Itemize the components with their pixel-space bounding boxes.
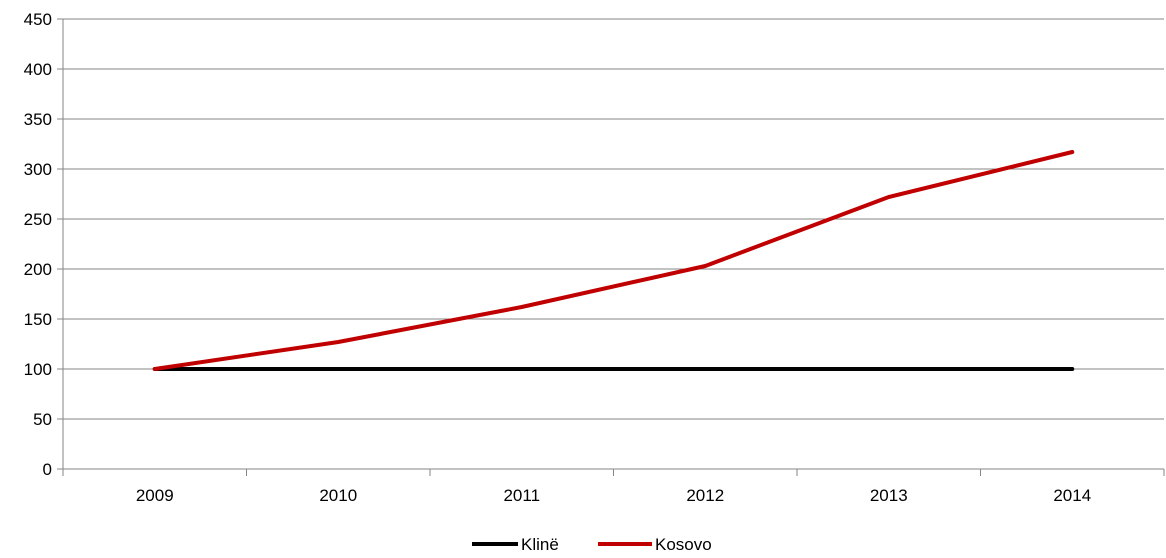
series-line-kosovo bbox=[152, 150, 1075, 371]
x-tick-label: 2012 bbox=[686, 486, 724, 505]
y-tick-label: 450 bbox=[24, 10, 52, 29]
y-tick-label: 150 bbox=[24, 310, 52, 329]
y-tick-label: 400 bbox=[24, 60, 52, 79]
legend-label: Kosovo bbox=[655, 535, 712, 553]
x-tick-label: 2011 bbox=[503, 486, 540, 505]
x-tick-label: 2010 bbox=[319, 486, 357, 505]
y-tick-label: 0 bbox=[43, 460, 52, 479]
legend-label: Klinë bbox=[521, 535, 559, 553]
x-tick-label: 2013 bbox=[870, 486, 908, 505]
series-lines bbox=[152, 150, 1075, 371]
y-tick-label: 250 bbox=[24, 210, 52, 229]
legend: Klinë Kosovo bbox=[472, 535, 712, 554]
y-tick-label: 100 bbox=[24, 360, 52, 379]
y-tick-label: 200 bbox=[24, 260, 52, 279]
y-tick-label: 300 bbox=[24, 160, 52, 179]
x-tick-label: 2014 bbox=[1053, 486, 1091, 505]
axes: 0 50 100 150 200 250 300 350 400 450 2009 2010 2011 2… bbox=[24, 10, 1165, 505]
y-tick-label: 350 bbox=[24, 110, 52, 129]
y-tick-label: 50 bbox=[33, 410, 52, 429]
x-tick-label: 2009 bbox=[136, 486, 174, 505]
